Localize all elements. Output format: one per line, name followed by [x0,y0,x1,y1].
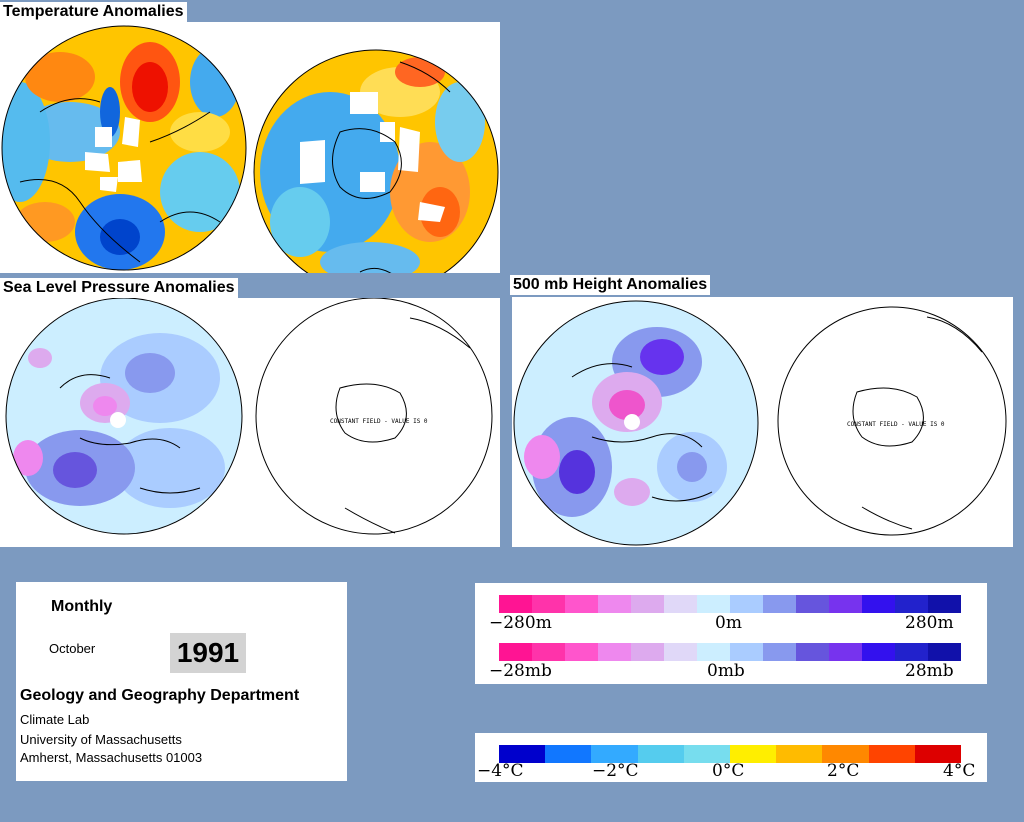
pressure-scale-swatch-2 [565,643,598,661]
temperature-anomalies-title: Temperature Anomalies [0,2,187,22]
temperature-label-2: 0°C [712,761,745,781]
height-scale-swatch-13 [928,595,961,613]
height-min-label: −280m [489,613,552,633]
height-globes [513,300,1007,546]
temperature-anomalies-panel [0,22,500,273]
department-label: Geology and Geography Department [20,687,300,704]
sea-level-pressure-panel: CONSTANT FIELD - VALUE IS 0 [0,298,500,547]
temperature-color-scale [499,745,962,763]
height-mid-label: 0m [715,613,742,633]
height-scale-swatch-9 [796,595,829,613]
height-anomalies-title: 500 mb Height Anomalies [510,275,711,295]
pressure-scale-swatch-8 [763,643,796,661]
height-scale-swatch-3 [598,595,631,613]
anomaly-legend: −280m 0m 280m −28mb 0mb 28mb [475,583,987,684]
height-scale-swatch-1 [532,595,565,613]
height-scale-swatch-2 [565,595,598,613]
height-scale-swatch-7 [730,595,763,613]
pressure-scale-swatch-5 [664,643,697,661]
height-northern-globe [514,301,758,545]
slp-globes [5,298,493,535]
address-label: Amherst, Massachusetts 01003 [20,750,203,765]
temperature-legend: −4°C −2°C 0°C 2°C 4°C [475,733,987,782]
pressure-max-label: 28mb [905,661,954,681]
slp-southern-globe [255,298,493,535]
temperature-scale-swatch-7 [822,745,869,763]
height-scale-swatch-8 [763,595,796,613]
height-scale-swatch-12 [895,595,928,613]
height-scale-swatch-0 [499,595,532,613]
height-scale-swatch-10 [829,595,862,613]
height-anomalies-panel: CONSTANT FIELD - VALUE IS 0 [512,297,1013,547]
info-box: Monthly October 1991 Geology and Geograp… [16,582,347,781]
pressure-scale-swatch-12 [895,643,928,661]
pressure-mid-label: 0mb [707,661,745,681]
pressure-scale-swatch-6 [697,643,730,661]
pressure-scale-swatch-9 [796,643,829,661]
temperature-scale-swatch-5 [730,745,777,763]
temperature-scale-swatch-2 [591,745,638,763]
year-badge: 1991 [170,633,246,673]
pressure-scale-swatch-4 [631,643,664,661]
temperature-scale-swatch-9 [914,745,962,763]
temperature-globes [1,25,499,273]
pressure-scale-swatch-10 [829,643,862,661]
temperature-label-0: −4°C [477,761,524,781]
month-label: October [49,641,96,656]
pressure-scale-swatch-0 [499,643,532,661]
period-label: Monthly [51,598,113,615]
pressure-scale-swatch-7 [730,643,763,661]
pressure-scale-swatch-3 [598,643,631,661]
height-scale-swatch-11 [862,595,895,613]
pressure-min-label: −28mb [489,661,552,681]
pressure-scale-swatch-1 [532,643,565,661]
slp-northern-globe [6,298,242,534]
height-max-label: 280m [905,613,954,633]
temperature-scale-swatch-3 [637,745,684,763]
temperature-scale-swatch-8 [868,745,915,763]
university-label: University of Massachusetts [20,732,182,747]
height-southern-globe [777,306,1007,536]
temperature-southern-globe [254,50,498,273]
pressure-scale-swatch-11 [862,643,895,661]
height-constant-field-note: CONSTANT FIELD - VALUE IS 0 [847,421,945,428]
pressure-color-scale [499,643,961,661]
temperature-scale-swatch-6 [776,745,823,763]
temperature-scale-swatch-0 [499,745,546,763]
height-scale-swatch-6 [697,595,730,613]
temperature-label-4: 4°C [943,761,976,781]
slp-constant-field-note: CONSTANT FIELD - VALUE IS 0 [330,418,428,425]
sea-level-pressure-title: Sea Level Pressure Anomalies [0,278,238,298]
height-color-scale [499,595,961,613]
lab-label: Climate Lab [20,712,90,727]
temperature-scale-swatch-1 [545,745,592,763]
temperature-label-3: 2°C [827,761,860,781]
height-scale-swatch-4 [631,595,664,613]
height-scale-swatch-5 [664,595,697,613]
pressure-scale-swatch-13 [928,643,961,661]
temperature-scale-swatch-4 [683,745,731,763]
temperature-label-1: −2°C [592,761,639,781]
